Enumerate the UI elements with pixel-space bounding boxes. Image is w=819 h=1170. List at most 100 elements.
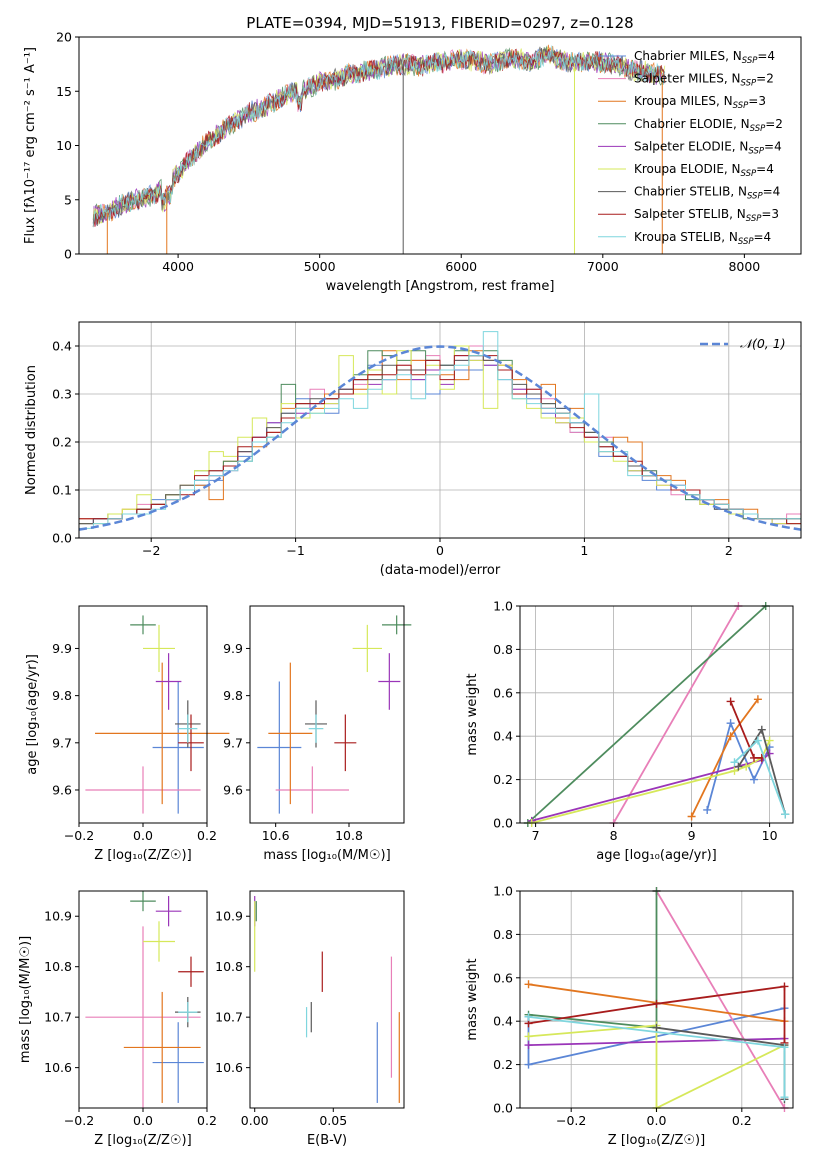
x-axis-label: (data-model)/error (380, 563, 501, 578)
y-tick-label: 10 (56, 138, 72, 153)
y-tick-label: 10.8 (44, 959, 72, 974)
legend-entry: 𝒩(0, 1) (740, 336, 786, 351)
x-tick-label: 0.2 (732, 1113, 752, 1128)
y-tick-label: 0.2 (493, 1057, 513, 1072)
y-tick-label: 0.2 (52, 435, 72, 450)
y-tick-label: 1.0 (493, 884, 513, 899)
histogram-step-kroupa-stelib (78, 331, 801, 538)
y-tick-label: 9.6 (52, 782, 72, 797)
y-axis-label: Normed distribution (24, 365, 39, 495)
weight-point-marker (765, 736, 774, 745)
x-tick-label: 5000 (304, 259, 336, 274)
axes-frame (249, 605, 405, 824)
y-tick-label: 9.8 (223, 688, 243, 703)
y-tick-label: 0.4 (52, 339, 72, 354)
y-tick-label: 10.9 (215, 909, 243, 924)
x-tick-label: 1 (580, 543, 588, 558)
x-axis-label: Z [log₁₀(Z/Z☉)] (94, 1133, 191, 1148)
y-tick-label: 9.7 (223, 735, 243, 750)
normal-distribution-curve (78, 345, 802, 531)
x-tick-label: −0.2 (64, 1113, 94, 1128)
weight-point-marker (524, 1012, 533, 1021)
y-tick-label: 1.0 (493, 599, 513, 614)
weight-point-marker (734, 762, 743, 771)
y-tick-label: 0.8 (493, 927, 513, 942)
y-tick-label: 10.9 (44, 909, 72, 924)
legend-entry: Salpeter MILES, NSSP=2 (634, 72, 774, 89)
x-axis-label: Z [log₁₀(Z/Z☉)] (608, 1133, 705, 1148)
y-tick-label: 9.9 (223, 641, 243, 656)
y-tick-label: 0.4 (493, 729, 513, 744)
x-tick-label: 6000 (445, 259, 477, 274)
axes-frame (519, 605, 794, 824)
weight-point-marker (726, 697, 735, 706)
weight-point-marker (750, 775, 758, 784)
weight-point-marker (726, 732, 735, 741)
x-axis-label: age [log₁₀(age/yr)] (596, 848, 717, 863)
weight-point-marker (750, 753, 758, 762)
legend-entry: Chabrier MILES, NSSP=4 (634, 49, 775, 66)
y-tick-label: 10.7 (215, 1010, 243, 1025)
x-tick-label: 10 (762, 828, 778, 843)
weight-point-marker (753, 695, 762, 704)
chart-title: PLATE=0394, MJD=51913, FIBERID=0297, z=0… (246, 14, 633, 32)
y-tick-label: 0.1 (52, 483, 72, 498)
legend-entry: Salpeter ELODIE, NSSP=4 (634, 139, 782, 156)
x-tick-label: 0.0 (133, 828, 153, 843)
y-tick-label: 0 (64, 247, 72, 262)
weight-point-marker (524, 1032, 533, 1041)
x-axis-label: Z [log₁₀(Z/Z☉)] (94, 848, 191, 863)
x-tick-label: −0.2 (556, 1113, 586, 1128)
legend-entry: Kroupa MILES, NSSP=3 (634, 94, 766, 111)
y-tick-label: 20 (56, 30, 72, 45)
weight-line-chabrier-elodie (527, 605, 767, 824)
histogram-step-salpeter-stelib (78, 355, 801, 538)
y-axis-label: mass weight (465, 958, 480, 1040)
x-tick-label: −1 (286, 543, 304, 558)
weight-point-marker (753, 736, 762, 745)
x-tick-label: 0.2 (197, 828, 217, 843)
x-tick-label: −0.2 (64, 828, 94, 843)
x-tick-label: 8000 (728, 259, 760, 274)
x-tick-label: 10.8 (335, 828, 363, 843)
x-axis-label: wavelength [Angstrom, rest frame] (326, 279, 555, 294)
weight-line-salpeter-stelib (528, 985, 786, 1043)
weight-point-marker (652, 999, 661, 1008)
x-tick-label: −2 (142, 543, 160, 558)
weight-point-marker (780, 1093, 789, 1102)
weight-point-marker (524, 1060, 533, 1069)
y-tick-label: 10.8 (215, 959, 243, 974)
panel-5: 7 8 9 10 0.0 0.2 0.4 0.6 0.8 1.0 age [log₁₀(age/yr… (465, 599, 794, 863)
x-tick-label: 7 (532, 828, 540, 843)
y-tick-label: 0.2 (493, 772, 513, 787)
x-tick-label: 0.0 (133, 1113, 153, 1128)
weight-line-kroupa-elodie (528, 1024, 785, 1110)
legend-entry: Kroupa STELIB, NSSP=4 (634, 230, 771, 247)
x-tick-label: 7000 (587, 259, 619, 274)
weight-point-marker (524, 1041, 533, 1050)
weight-point-marker (742, 762, 751, 771)
x-axis-label: E(B-V) (307, 1133, 347, 1148)
legend-entry: Kroupa ELODIE, NSSP=4 (634, 162, 774, 179)
y-tick-label: 0.8 (493, 642, 513, 657)
y-tick-label: 0.3 (52, 387, 72, 402)
weight-point-marker (780, 982, 789, 991)
legend-entry: Chabrier ELODIE, NSSP=2 (634, 117, 783, 134)
y-axis-label: age [log₁₀(age/yr)] (25, 654, 40, 775)
weight-point-marker (703, 805, 712, 814)
y-tick-label: 15 (56, 84, 72, 99)
panel-7: 0.00 0.05 10.6 10.7 10.8 10.9 E(B-V) (215, 890, 405, 1148)
y-tick-label: 10.6 (215, 1060, 243, 1075)
y-axis-label: Flux [fλ10⁻¹⁷ erg cm⁻² s⁻¹ A⁻¹] (23, 47, 38, 244)
y-tick-label: 10.7 (44, 1010, 72, 1025)
panel-3: −0.2 0.0 0.2 9.6 9.7 9.8 9.9 Z [log₁₀(Z/Z☉)] age… (25, 605, 230, 863)
x-tick-label: 0.05 (319, 1113, 347, 1128)
y-tick-label: 9.6 (223, 782, 243, 797)
x-axis-label: mass [log₁₀(M/M☉)] (263, 848, 390, 863)
x-tick-label: 0.00 (241, 1113, 269, 1128)
panel-2: −2 −1 0 1 2 0.0 0.1 0.2 0.3 0.4 (data-model)/error… (24, 321, 802, 578)
panel-8: −0.2 0.0 0.2 0.0 0.2 0.4 0.6 0.8 1.0 Z [log₁₀(Z/Z… (465, 884, 794, 1148)
weight-line-kroupa-miles (690, 698, 759, 817)
panel-6: −0.2 0.0 0.2 10.6 10.7 10.8 10.9 Z [log₁₀(Z/Z☉)… (18, 890, 217, 1148)
